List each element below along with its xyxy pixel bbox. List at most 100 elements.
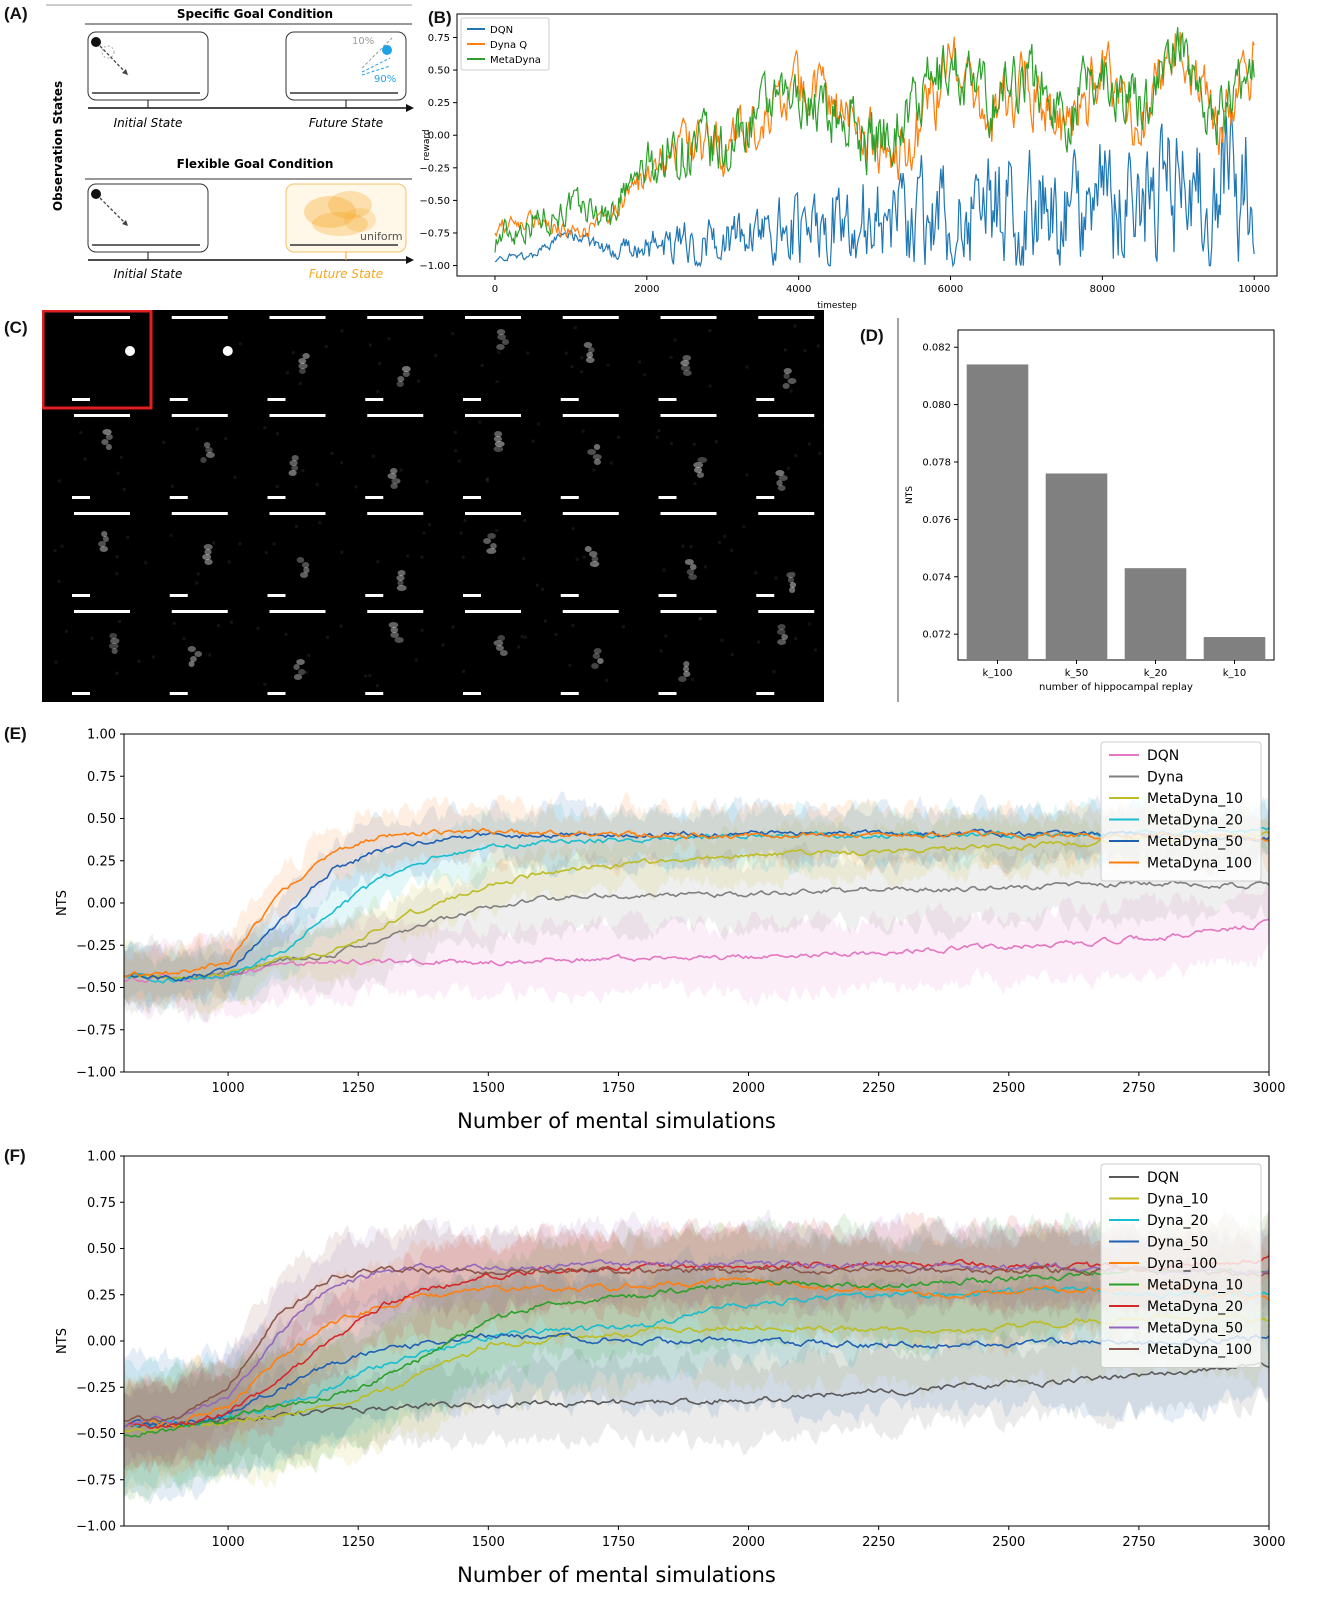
noise-speck <box>808 622 812 626</box>
band-dyna_10 <box>124 1247 1269 1495</box>
paddle-top <box>171 512 228 515</box>
blur-blob <box>390 627 399 633</box>
band-metadyna_10 <box>124 1200 1269 1503</box>
blur-blob <box>203 442 211 448</box>
paddle-top <box>660 414 717 417</box>
noise-speck <box>638 360 642 364</box>
noise-speck <box>495 380 499 384</box>
blur-blob <box>588 347 595 353</box>
blur-blob <box>194 651 203 657</box>
blur-blob <box>396 575 405 581</box>
series-line-dyna_50 <box>124 1332 1269 1428</box>
noise-speck <box>363 674 367 678</box>
noise-speck <box>90 636 94 640</box>
noise-speck <box>485 479 489 483</box>
blur-blob <box>494 441 505 447</box>
noise-speck <box>60 544 64 548</box>
paddle-bottom <box>756 398 775 401</box>
y-tick-label: 0.00 <box>428 131 450 142</box>
initial-state-frame-specific <box>87 31 209 101</box>
noise-speck <box>575 557 579 561</box>
paddle-bottom <box>560 692 579 695</box>
noise-speck <box>376 560 380 564</box>
noise-speck <box>340 329 344 333</box>
noise-speck <box>792 571 796 575</box>
noise-speck <box>434 354 438 358</box>
y-tick-label: 0.076 <box>922 515 951 526</box>
blur-blob <box>205 447 213 453</box>
noise-speck <box>399 468 403 472</box>
x-axis-label: timestep <box>817 301 857 311</box>
frame-cell <box>340 414 429 499</box>
noise-speck <box>787 575 791 579</box>
blur-blob <box>391 478 401 484</box>
blur-blob <box>783 373 790 379</box>
x-axis-label: number of hippocampal replay <box>1039 682 1193 693</box>
noise-speck <box>326 635 330 639</box>
blur-blob <box>588 551 598 557</box>
blur-blob <box>299 368 306 374</box>
paddle-bottom <box>756 692 775 695</box>
blur-blob <box>101 439 109 445</box>
blur-blob <box>109 633 118 639</box>
paddle-bottom <box>169 496 188 499</box>
blur-blob <box>397 570 406 576</box>
y-tick-label: 0.75 <box>428 33 450 44</box>
noise-speck <box>294 524 298 528</box>
y-tick-label: −0.25 <box>76 939 116 954</box>
blur-blob <box>293 664 300 670</box>
blur-blob <box>776 480 783 486</box>
blur-blob <box>682 355 692 361</box>
paddle-bottom <box>169 398 188 401</box>
frame-grid-background <box>42 310 824 702</box>
frame-cell <box>238 512 326 597</box>
pct-90-label: 90% <box>374 74 396 85</box>
y-tick-label: −0.50 <box>76 981 116 996</box>
x-tick-label: 2750 <box>1122 1535 1155 1550</box>
blur-blob <box>288 470 297 476</box>
noise-speck <box>454 449 458 453</box>
noise-speck <box>306 570 310 574</box>
y-axis-label: NTS <box>55 1328 70 1354</box>
blur-blob <box>776 629 786 635</box>
blur-blob <box>686 569 695 575</box>
frame-cell <box>151 610 233 695</box>
series-line-metadyna <box>494 27 1255 253</box>
noise-speck <box>116 471 120 475</box>
noise-speck <box>451 625 455 629</box>
x-axis-label: Number of mental simulations <box>457 1563 776 1587</box>
band-metadyna_20 <box>124 795 1269 1012</box>
blur-blob <box>401 366 411 372</box>
blur-blob <box>394 637 404 643</box>
frame-cell <box>535 512 619 597</box>
blur-blob <box>778 475 788 481</box>
x-tick-label: k_10 <box>1223 668 1247 679</box>
noise-speck <box>368 343 372 347</box>
noise-speck <box>397 479 401 483</box>
noise-speck <box>526 351 530 355</box>
noise-speck <box>580 356 584 360</box>
paddle-bottom <box>560 496 579 499</box>
noise-speck <box>171 484 175 488</box>
blur-blob <box>388 622 399 628</box>
frame-cell <box>531 414 621 499</box>
noise-speck <box>717 540 721 544</box>
x-tick-label: 1250 <box>342 1535 375 1550</box>
frame-cell <box>72 316 135 401</box>
x-tick-label: 2500 <box>992 1081 1025 1096</box>
noise-speck <box>757 640 761 644</box>
paddle-bottom <box>365 594 384 597</box>
arrow-icon <box>122 69 128 75</box>
legend-entry: Dyna_20 <box>1147 1213 1208 1229</box>
blur-blob <box>493 640 504 646</box>
y-tick-label: 0.080 <box>922 400 951 411</box>
y-tick-label: −1.00 <box>76 1520 116 1535</box>
band-metadyna_10 <box>124 796 1269 1015</box>
band-metadyna_50 <box>124 791 1269 1015</box>
noise-speck <box>340 550 344 554</box>
paddle-bottom <box>658 594 677 597</box>
blur-blob <box>204 549 212 555</box>
noise-speck <box>745 473 749 477</box>
pct-10-label: 10% <box>352 36 374 47</box>
blur-blob <box>495 645 504 651</box>
